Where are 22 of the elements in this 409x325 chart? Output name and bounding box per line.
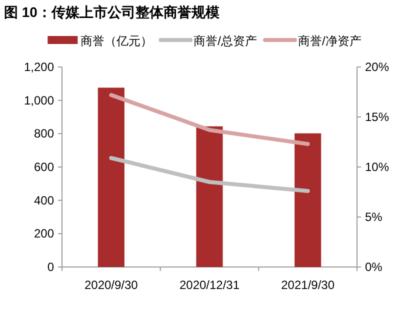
- y-tick-label: 0: [47, 260, 54, 274]
- x-tick-label: 2020/9/30: [84, 278, 138, 292]
- y2-tick-label: 20%: [365, 60, 390, 74]
- legend-label: 商誉/净资产: [298, 34, 362, 48]
- legend-label: 商誉（亿元）: [80, 34, 153, 48]
- y2-tick-label: 15%: [365, 110, 390, 124]
- y2-tick-label: 0%: [365, 260, 383, 274]
- y-tick-label: 400: [34, 193, 54, 208]
- y-tick-label: 1,200: [24, 60, 54, 74]
- x-tick-label: 2021/9/30: [281, 278, 335, 292]
- bar: [294, 133, 322, 267]
- y-tick-label: 600: [34, 160, 54, 174]
- bar: [196, 126, 223, 267]
- y-tick-label: 200: [34, 226, 54, 241]
- y-tick-label: 1,000: [24, 93, 54, 108]
- y-tick-label: 800: [34, 126, 54, 141]
- x-tick-label: 2020/12/31: [179, 278, 240, 292]
- y2-tick-label: 5%: [365, 210, 383, 224]
- chart-title: 图 10：传媒上市公司整体商誉规模: [4, 4, 220, 20]
- y2-tick-label: 10%: [365, 160, 390, 174]
- bar: [98, 88, 124, 267]
- legend-label: 商誉/总资产: [194, 34, 257, 48]
